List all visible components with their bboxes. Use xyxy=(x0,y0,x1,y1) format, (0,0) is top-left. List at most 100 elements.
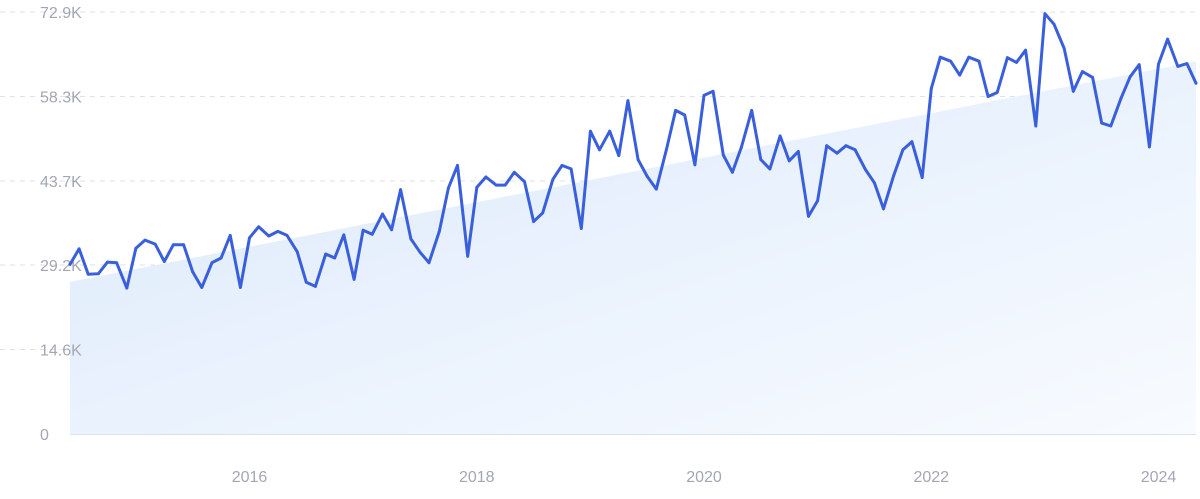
data-point xyxy=(512,170,516,174)
data-point xyxy=(1081,70,1084,73)
x-tick-label: 2024 xyxy=(1141,469,1177,486)
data-point xyxy=(466,254,470,258)
data-point xyxy=(1071,89,1075,93)
data-point xyxy=(210,261,214,265)
data-point xyxy=(977,59,981,63)
data-point xyxy=(68,263,72,266)
data-point xyxy=(143,238,147,242)
x-tick-label: 2020 xyxy=(686,469,722,486)
data-point xyxy=(409,237,413,241)
data-point xyxy=(617,154,621,158)
data-point xyxy=(873,181,876,185)
data-point xyxy=(1015,61,1018,64)
data-point xyxy=(938,55,942,59)
data-point xyxy=(200,286,204,289)
data-point xyxy=(759,158,763,162)
data-point xyxy=(77,247,81,251)
data-point xyxy=(1128,75,1132,79)
data-point xyxy=(665,147,668,151)
data-point xyxy=(920,176,924,180)
data-point xyxy=(569,167,573,171)
data-point xyxy=(958,73,962,77)
data-point xyxy=(825,144,829,148)
data-point xyxy=(882,207,885,211)
data-point xyxy=(276,230,280,233)
data-point xyxy=(1091,76,1094,79)
data-point xyxy=(257,225,260,229)
data-point xyxy=(314,285,317,288)
data-point xyxy=(1100,121,1104,125)
data-point xyxy=(418,250,422,254)
data-point xyxy=(1194,81,1198,85)
data-point xyxy=(986,95,990,98)
data-point xyxy=(949,59,952,63)
data-point xyxy=(787,159,791,163)
data-point xyxy=(219,256,223,260)
data-point xyxy=(636,158,640,162)
data-point xyxy=(182,243,186,247)
x-tick-label: 2022 xyxy=(913,469,949,486)
data-point xyxy=(816,199,819,203)
data-point xyxy=(1176,65,1180,68)
data-point xyxy=(731,170,734,174)
data-point xyxy=(910,140,914,144)
data-point xyxy=(162,260,166,263)
x-axis-ticks: 2016 2018 2020 2022 2024 xyxy=(232,469,1177,486)
data-point xyxy=(267,234,271,238)
data-point xyxy=(381,212,384,216)
data-point xyxy=(239,286,242,289)
data-point xyxy=(967,55,971,59)
data-point xyxy=(750,109,754,112)
data-point xyxy=(1185,62,1189,65)
data-point xyxy=(342,233,346,237)
data-point xyxy=(115,261,118,265)
data-point xyxy=(324,252,328,256)
x-tick-label: 2016 xyxy=(232,469,268,486)
data-point xyxy=(807,214,810,218)
data-point xyxy=(560,164,564,167)
data-point xyxy=(1148,145,1151,149)
data-point xyxy=(551,177,555,181)
data-point xyxy=(1043,12,1047,16)
data-point xyxy=(1137,63,1141,67)
data-point xyxy=(125,286,129,290)
data-point xyxy=(778,134,782,138)
data-point xyxy=(494,183,498,187)
data-point xyxy=(1062,47,1066,50)
y-tick-label: 58.3K xyxy=(40,90,82,107)
data-point xyxy=(484,175,488,179)
trend-area xyxy=(70,61,1196,435)
data-point xyxy=(1024,48,1027,52)
data-point xyxy=(361,228,365,232)
data-point xyxy=(901,148,905,152)
data-point xyxy=(106,260,109,264)
data-point xyxy=(626,99,630,102)
data-point xyxy=(608,129,612,133)
data-point xyxy=(191,270,195,274)
data-point xyxy=(995,91,999,94)
data-point xyxy=(523,180,526,184)
data-point xyxy=(390,228,393,232)
y-axis-ticks: 0 14.6K 29.2K 43.7K 58.3K 72.9K xyxy=(40,5,82,444)
data-point xyxy=(740,145,743,149)
data-point xyxy=(702,94,706,97)
data-point xyxy=(645,175,649,178)
data-point xyxy=(248,236,251,240)
data-point xyxy=(503,183,507,187)
data-point xyxy=(295,250,299,254)
data-point xyxy=(456,164,459,167)
data-point xyxy=(475,186,479,189)
data-point xyxy=(929,87,933,90)
data-point xyxy=(153,242,157,246)
data-point xyxy=(1157,62,1160,66)
y-tick-label: 14.6K xyxy=(40,342,82,359)
data-point xyxy=(721,153,725,157)
data-point xyxy=(86,272,90,276)
data-point xyxy=(693,163,697,167)
data-point xyxy=(1052,22,1056,26)
data-point xyxy=(654,187,658,191)
data-point xyxy=(97,272,100,276)
data-point xyxy=(892,173,896,177)
data-point xyxy=(304,280,308,284)
